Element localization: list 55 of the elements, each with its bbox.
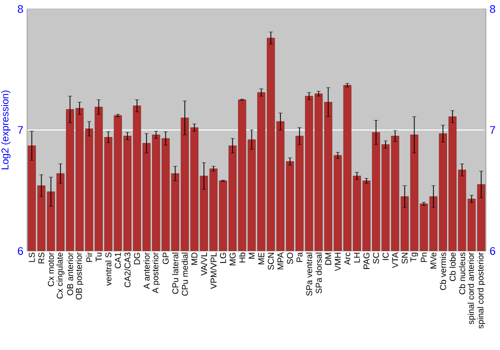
x-tick-label: CPu lateral xyxy=(172,252,178,294)
x-tick-label: Tu xyxy=(96,252,102,262)
y2-tick-label: 6 xyxy=(490,247,496,255)
x-tick-label: Arc xyxy=(344,252,350,265)
x-tick-label: OB posterior xyxy=(76,252,84,300)
y-tick-label: 7 xyxy=(18,126,23,134)
x-tick-label: Pn xyxy=(420,252,427,262)
y-axis-title: Log2 (expression) xyxy=(1,90,10,170)
x-tick-label: PAG xyxy=(363,252,370,269)
x-tick-label: spinal cord posterior xyxy=(477,252,486,328)
x-tick-label: VA/VL xyxy=(200,252,208,276)
x-tick-label: Hb xyxy=(239,252,246,262)
x-tick-label: ME xyxy=(258,252,264,264)
x-tick-label: SPa dorsal xyxy=(316,252,322,294)
x-tick-label: LS xyxy=(28,252,35,262)
x-tick-label: SN xyxy=(402,252,408,264)
x-tick-label: VMH xyxy=(334,252,341,272)
x-tick-label: MD xyxy=(191,252,198,265)
x-tick-label: IC xyxy=(382,252,389,260)
x-tick-label: CA2/CA3 xyxy=(124,252,131,288)
x-tick-label: CPu medial xyxy=(182,252,188,296)
x-tick-label: Pa xyxy=(296,252,302,262)
x-tick-label: Cx cingulate xyxy=(56,252,64,299)
x-tick-label: SC xyxy=(373,252,380,264)
x-tick-label: DM xyxy=(325,252,332,265)
x-tick-label: VPM/VPL xyxy=(210,252,217,290)
x-tick-label: LH xyxy=(354,252,360,262)
x-tick-label: A posterior xyxy=(152,252,160,294)
x-tick-label: LG xyxy=(220,252,226,263)
x-tick-label: SPa ventral xyxy=(306,252,312,296)
y2-tick-label: 7 xyxy=(490,126,496,134)
x-tick-label: CA1 xyxy=(114,252,121,268)
x-tick-label: Cx motor xyxy=(48,252,54,286)
x-tick-label: Cb vermis xyxy=(440,252,446,290)
x-tick-label: Tg xyxy=(410,252,418,262)
x-tick-label: RS xyxy=(38,252,44,264)
y2-tick-label: 8 xyxy=(490,5,496,13)
x-tick-label: SCN xyxy=(268,252,274,270)
x-tick-label: ventral S xyxy=(105,252,112,286)
x-tick-label: MG xyxy=(230,252,236,266)
x-tick-label: spinal cord anterior xyxy=(468,252,476,324)
x-tick-label: Cb lobe xyxy=(449,252,456,282)
x-tick-label: MVe xyxy=(430,252,436,269)
y-tick-label: 6 xyxy=(18,247,23,255)
y-tick-label: 8 xyxy=(18,5,23,13)
x-tick-label: OB anterior xyxy=(66,252,74,296)
x-tick-label: Pir xyxy=(86,252,92,262)
x-tick-label: Cb nucleus xyxy=(458,252,466,294)
x-tick-label: M xyxy=(248,252,255,259)
x-tick-label: A anterior xyxy=(143,252,150,290)
x-tick-label: DG xyxy=(134,252,140,264)
x-tick-label: GP xyxy=(162,252,169,264)
x-tick-label: SO xyxy=(286,252,293,264)
x-tick-label: VTA xyxy=(392,252,398,268)
x-tick-label: MPA xyxy=(277,252,284,270)
